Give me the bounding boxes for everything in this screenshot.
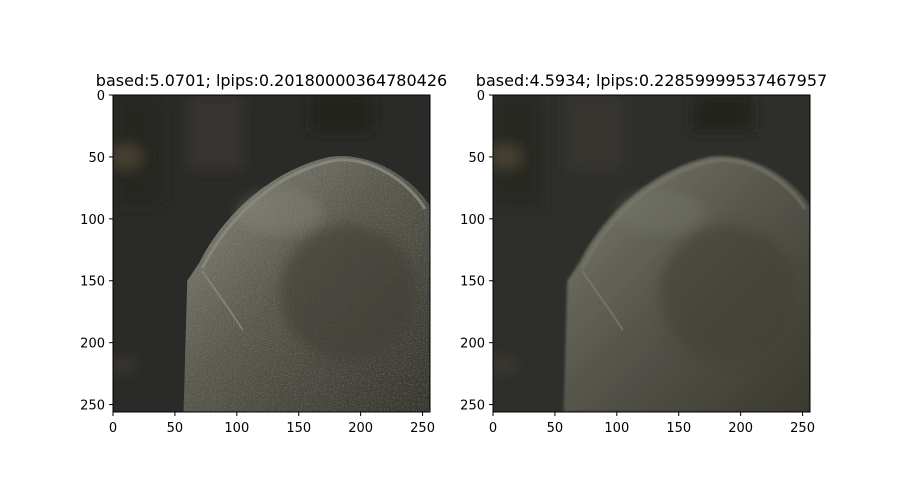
panel-left-frame <box>112 94 431 413</box>
y-tick-label-right-100: 100 <box>460 213 485 228</box>
y-tick-label-right-50: 50 <box>468 151 485 166</box>
x-tick-label-right-200: 200 <box>728 421 753 436</box>
panel-left-x-ticks: 0 50 100 150 200 250 <box>109 412 435 436</box>
stone-highlight-right <box>616 190 704 235</box>
stone-shadow-right <box>660 225 797 362</box>
panel-left-title: based:5.0701; lpips:0.20180000364780426 <box>96 71 447 90</box>
y-tick-label-left-250: 250 <box>80 399 105 414</box>
image-background-shapes-right <box>493 95 754 373</box>
y-tick-label-left-50: 50 <box>88 151 105 166</box>
x-tick-label-left-200: 200 <box>348 421 373 436</box>
panel-left-y-ticks: 0 50 100 150 200 250 <box>80 89 113 414</box>
x-tick-label-right-150: 150 <box>666 421 691 436</box>
panel-right-image <box>493 95 810 412</box>
y-tick-label-right-250: 250 <box>460 399 485 414</box>
panel-right-x-ticks: 0 50 100 150 200 250 <box>489 412 815 436</box>
panel-right-title: based:4.5934; lpips:0.22859999537467957 <box>476 71 827 90</box>
stone-shadow-left <box>280 225 417 362</box>
image-background-shapes-left <box>113 95 374 373</box>
x-tick-label-left-0: 0 <box>109 421 117 436</box>
x-tick-label-left-150: 150 <box>286 421 311 436</box>
panel-right-y-ticks: 0 50 100 150 200 250 <box>460 89 493 414</box>
x-tick-label-left-100: 100 <box>224 421 249 436</box>
x-tick-label-right-250: 250 <box>790 421 815 436</box>
stone-highlight-left <box>236 190 324 235</box>
panel-left: based:5.0701; lpips:0.20180000364780426 … <box>80 71 447 436</box>
panel-right: based:4.5934; lpips:0.22859999537467957 … <box>460 71 827 436</box>
stone-rim-right <box>581 158 807 269</box>
y-tick-label-left-150: 150 <box>80 275 105 290</box>
stone-rim-left <box>200 158 427 270</box>
y-tick-label-left-0: 0 <box>97 89 105 104</box>
x-tick-label-left-50: 50 <box>167 421 184 436</box>
x-tick-label-right-100: 100 <box>604 421 629 436</box>
stone-edge-left <box>201 270 244 331</box>
y-tick-label-left-200: 200 <box>80 337 105 352</box>
panel-right-frame <box>492 94 811 413</box>
y-tick-label-right-0: 0 <box>477 89 485 104</box>
y-tick-label-right-150: 150 <box>460 275 485 290</box>
y-tick-label-left-100: 100 <box>80 213 105 228</box>
x-tick-label-right-0: 0 <box>489 421 497 436</box>
panel-left-image <box>113 95 430 412</box>
stone-edge-right <box>581 270 624 331</box>
x-tick-label-right-50: 50 <box>547 421 564 436</box>
x-tick-label-left-250: 250 <box>410 421 435 436</box>
y-tick-label-right-200: 200 <box>460 337 485 352</box>
